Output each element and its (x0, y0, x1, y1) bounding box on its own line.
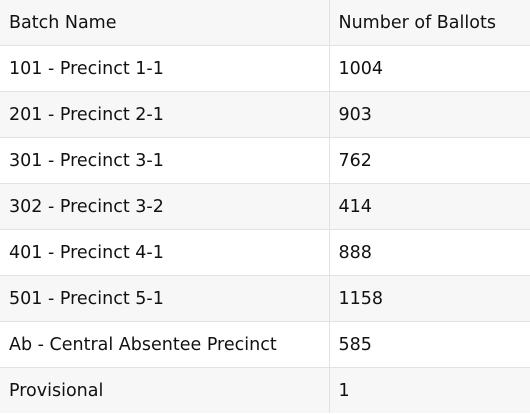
batch-name-cell: 201 - Precinct 2-1 (0, 91, 330, 138)
ballot-count-cell: 1158 (329, 275, 530, 322)
ballot-count-cell: 1004 (329, 45, 530, 92)
batch-name-cell: 101 - Precinct 1-1 (0, 45, 330, 92)
batch-name-cell: 301 - Precinct 3-1 (0, 137, 330, 184)
ballot-count-cell: 585 (329, 321, 530, 368)
header-batch-name: Batch Name (0, 0, 330, 46)
batch-name-cell: 401 - Precinct 4-1 (0, 229, 330, 276)
batch-name-cell: 302 - Precinct 3-2 (0, 183, 330, 230)
table-row: 201 - Precinct 2-1 903 (0, 91, 530, 138)
table-row: 301 - Precinct 3-1 762 (0, 137, 530, 184)
table-row: 302 - Precinct 3-2 414 (0, 183, 530, 230)
table-row: 101 - Precinct 1-1 1004 (0, 45, 530, 92)
table-row: 501 - Precinct 5-1 1158 (0, 275, 530, 322)
header-row: Batch Name Number of Ballots (0, 0, 530, 46)
ballot-count-cell: 414 (329, 183, 530, 230)
ballot-count-cell: 1 (329, 367, 530, 413)
batch-name-cell: Provisional (0, 367, 330, 413)
ballot-count-cell: 903 (329, 91, 530, 138)
ballot-count-cell: 888 (329, 229, 530, 276)
ballot-count-cell: 762 (329, 137, 530, 184)
batch-name-cell: Ab - Central Absentee Precinct (0, 321, 330, 368)
header-number-of-ballots: Number of Ballots (329, 0, 530, 46)
table-row: 401 - Precinct 4-1 888 (0, 229, 530, 276)
table-row: Provisional 1 (0, 367, 530, 413)
batch-name-cell: 501 - Precinct 5-1 (0, 275, 330, 322)
table-row: Ab - Central Absentee Precinct 585 (0, 321, 530, 368)
